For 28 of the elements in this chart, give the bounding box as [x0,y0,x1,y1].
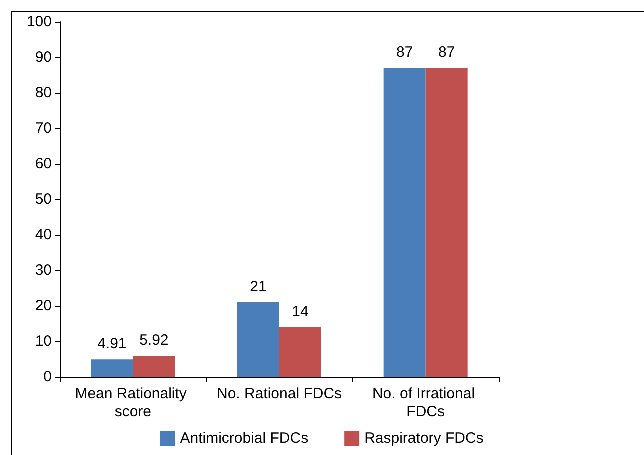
bar [384,68,426,377]
bar [91,360,134,377]
y-tick-label: 10 [35,333,52,350]
y-tick-label: 30 [35,262,52,279]
data-label: 21 [250,278,267,296]
x-tick-label: No. of Irrational FDCs [372,386,480,420]
data-label: 87 [438,44,456,62]
bar [280,327,322,377]
data-label: 87 [396,44,414,62]
data-label: 4.91 [98,336,127,353]
y-tick-label: 80 [35,84,52,102]
y-tick-label: 90 [35,49,52,66]
y-tick-label: 0 [44,368,52,386]
y-tick-label: 70 [35,120,52,137]
x-tick-label: No. Rational FDCs [216,386,342,402]
legend-label: Raspiratory FDCs [364,430,484,447]
bar [426,68,468,377]
bar [238,302,280,377]
y-tick-label: 100 [26,14,52,30]
data-label: 14 [292,303,309,320]
y-tick-label: 50 [35,191,52,208]
y-tick-label: 60 [35,156,52,172]
y-tick-label: 20 [35,298,52,314]
legend-label: Antimicrobial FDCs [180,430,309,447]
x-tick-label: Mean Rationality score [75,386,192,420]
bar [133,356,176,377]
data-label: 5.92 [140,332,169,349]
y-tick-label: 40 [35,226,52,244]
